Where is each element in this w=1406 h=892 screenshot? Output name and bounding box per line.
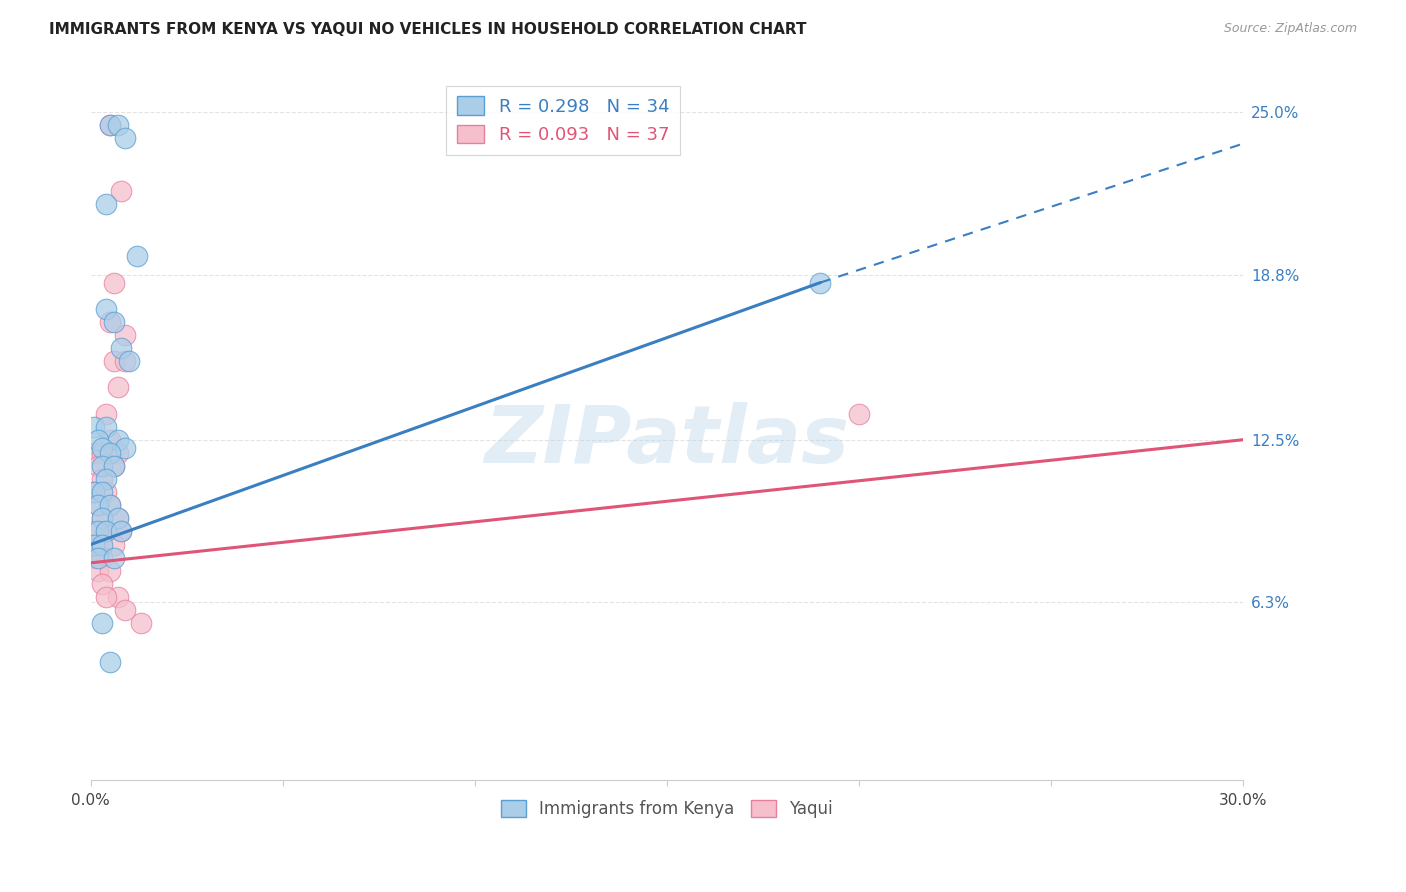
Point (94, 524, 117, 539)
Point (83, 419, 105, 434)
Point (125, 249, 148, 263)
Point (107, 511, 129, 525)
Point (83, 524, 105, 539)
Point (98, 564, 121, 578)
Point (98, 446, 121, 460)
Point (91, 472, 114, 486)
Point (110, 524, 132, 539)
Point (103, 458, 125, 473)
Point (103, 315, 125, 329)
Text: Source: ZipAtlas.com: Source: ZipAtlas.com (1223, 22, 1357, 36)
Point (91, 458, 114, 473)
Point (98, 119, 121, 133)
Point (87, 433, 110, 447)
Point (91, 537, 114, 551)
Point (83, 485, 105, 500)
Point (848, 407, 870, 421)
Point (87, 564, 110, 578)
Point (94, 301, 117, 316)
Point (91, 616, 114, 631)
Point (98, 498, 121, 512)
Point (94, 407, 117, 421)
Point (87, 550, 110, 565)
Text: ZIPatlas: ZIPatlas (484, 401, 849, 480)
Point (808, 276, 831, 290)
Point (114, 354, 136, 368)
Point (91, 485, 114, 500)
Point (94, 472, 117, 486)
Point (110, 341, 132, 355)
Point (83, 550, 105, 565)
Point (91, 441, 114, 455)
Point (103, 354, 125, 368)
Point (103, 276, 125, 290)
Point (107, 511, 129, 525)
Point (114, 131, 136, 145)
Point (110, 524, 132, 539)
Point (114, 328, 136, 343)
Point (87, 537, 110, 551)
Point (103, 537, 125, 551)
Point (98, 315, 121, 329)
Point (94, 485, 117, 500)
Point (107, 446, 129, 460)
Text: IMMIGRANTS FROM KENYA VS YAQUI NO VEHICLES IN HOUSEHOLD CORRELATION CHART: IMMIGRANTS FROM KENYA VS YAQUI NO VEHICL… (49, 22, 807, 37)
Point (83, 537, 105, 551)
Point (129, 616, 152, 631)
Point (114, 603, 136, 617)
Point (91, 446, 114, 460)
Point (103, 458, 125, 473)
Point (98, 433, 121, 447)
Point (107, 433, 129, 447)
Legend: Immigrants from Kenya, Yaqui: Immigrants from Kenya, Yaqui (494, 794, 839, 825)
Point (103, 550, 125, 565)
Point (83, 485, 105, 500)
Point (98, 498, 121, 512)
Point (91, 577, 114, 591)
Point (98, 119, 121, 133)
Point (91, 550, 114, 565)
Point (110, 184, 132, 198)
Point (91, 511, 114, 525)
Point (87, 524, 110, 539)
Point (94, 590, 117, 604)
Point (98, 656, 121, 670)
Point (118, 354, 141, 368)
Point (87, 458, 110, 473)
Point (94, 419, 117, 434)
Point (94, 524, 117, 539)
Point (107, 380, 129, 394)
Point (87, 498, 110, 512)
Point (94, 197, 117, 211)
Point (83, 446, 105, 460)
Point (91, 511, 114, 525)
Point (87, 498, 110, 512)
Point (114, 441, 136, 455)
Point (107, 590, 129, 604)
Point (107, 119, 129, 133)
